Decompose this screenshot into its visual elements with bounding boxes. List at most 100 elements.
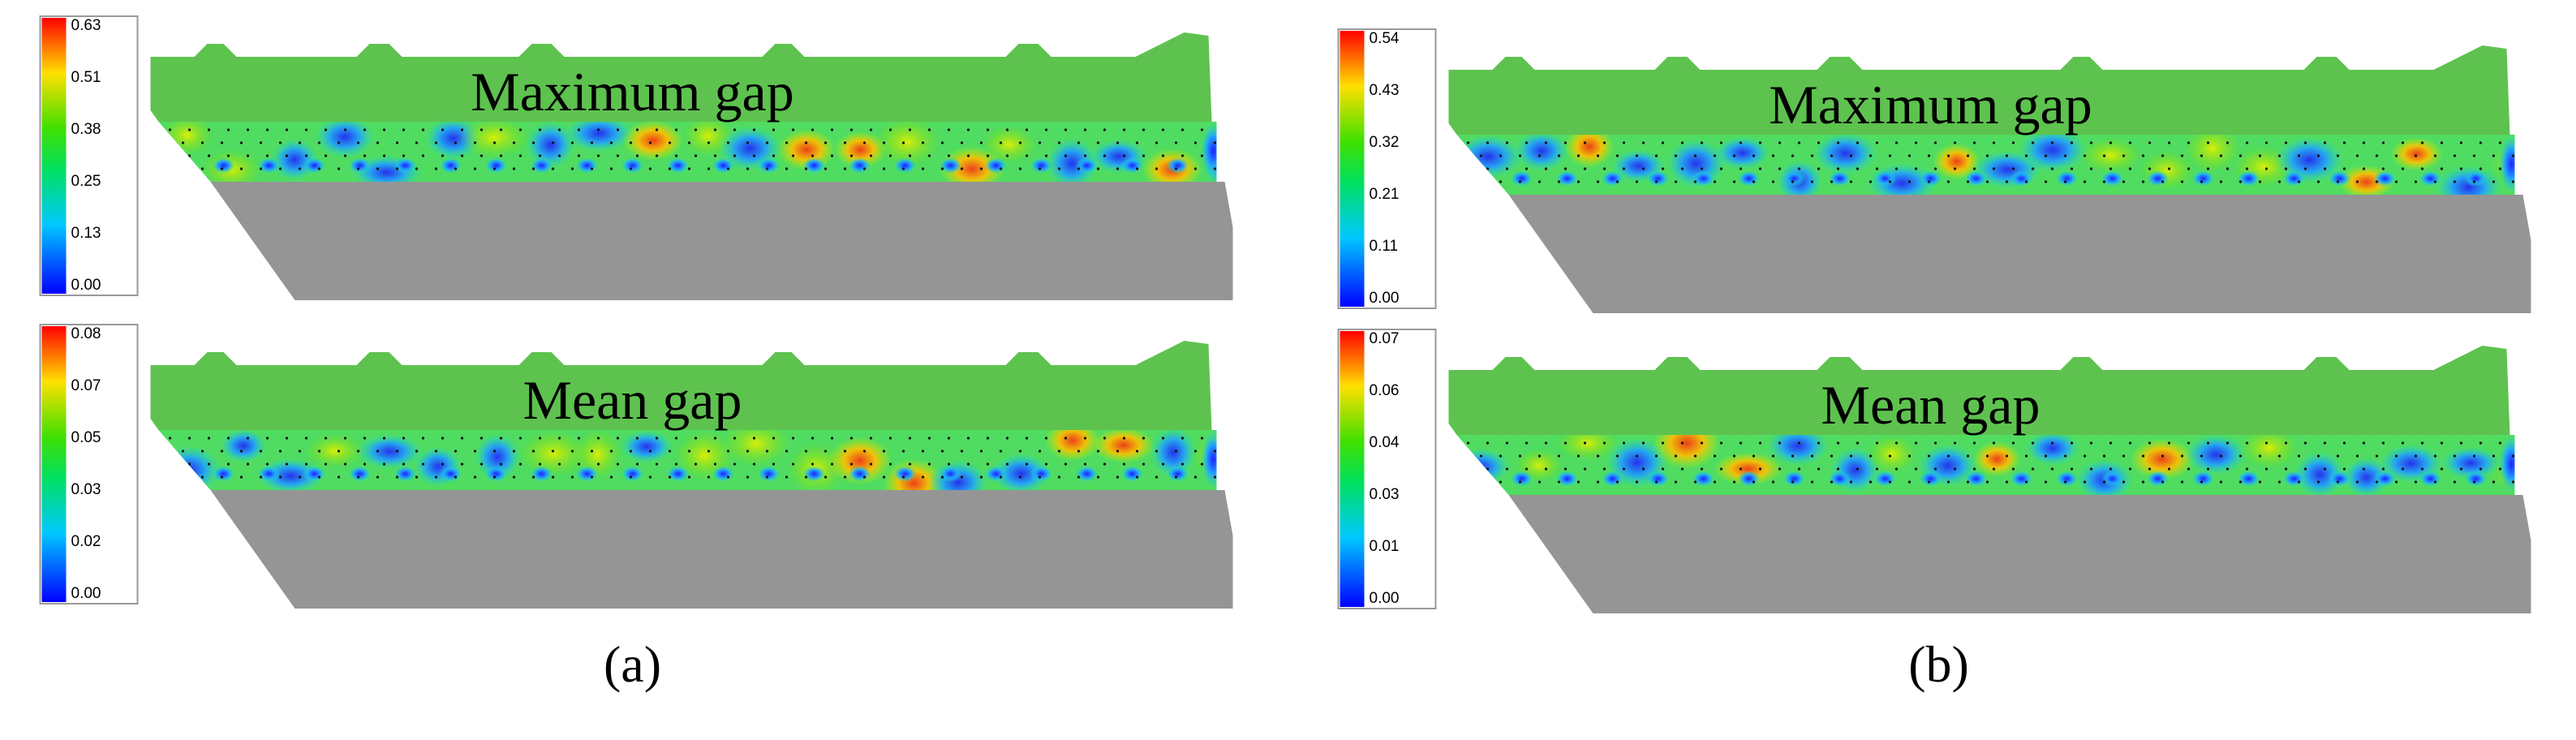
node-dot	[2433, 154, 2437, 157]
contour-blob	[1646, 471, 1670, 487]
contour-blob	[1456, 448, 1511, 485]
node-dot	[577, 462, 581, 466]
node-dot	[2083, 154, 2087, 157]
node-dot	[1525, 141, 1529, 144]
node-dot	[1797, 167, 1801, 170]
node-dot	[1992, 467, 1996, 471]
node-dot	[1914, 441, 1918, 445]
node-dot	[2200, 154, 2204, 157]
node-dot	[590, 141, 594, 144]
node-dot	[499, 128, 503, 131]
contour-blob	[1030, 157, 1053, 174]
node-dot	[674, 154, 678, 157]
node-dot	[2258, 154, 2262, 157]
plot: Maximum gap	[150, 32, 1233, 300]
node-dot	[2414, 480, 2418, 484]
node-dot	[733, 437, 737, 440]
node-dot	[2479, 167, 2483, 170]
node-dot	[2024, 180, 2028, 183]
contour-band	[158, 430, 1217, 490]
node-dot	[454, 475, 458, 479]
node-dot	[1122, 462, 1126, 466]
node-dot	[512, 475, 516, 479]
node-dot	[1525, 167, 1529, 170]
node-dot	[869, 437, 873, 440]
node-dot	[518, 128, 523, 131]
node-dot	[1732, 180, 1736, 183]
node-dot	[2219, 154, 2223, 157]
node-dot	[531, 141, 535, 144]
node-dot	[2394, 480, 2398, 484]
colorbar-tick-label: 0.06	[1370, 382, 1400, 399]
node-dot	[635, 462, 639, 466]
node-dot	[2381, 167, 2385, 170]
node-dot	[454, 141, 458, 144]
body	[210, 182, 1233, 300]
node-dot	[2187, 467, 2191, 471]
contour-blob	[712, 157, 735, 174]
node-dot	[2472, 480, 2476, 484]
node-dot	[2420, 441, 2424, 445]
contour-blob	[1166, 466, 1189, 482]
node-dot	[2219, 480, 2223, 484]
node-dot	[1933, 141, 1937, 144]
contour-blob	[1150, 430, 1197, 479]
node-dot	[2336, 154, 2340, 157]
node-dot	[2414, 454, 2418, 458]
plot-title: Mean gap	[1821, 374, 2040, 436]
node-dot	[1752, 180, 1756, 183]
node-dot	[629, 450, 633, 453]
node-dot	[2440, 441, 2444, 445]
contour-blob	[1653, 435, 1721, 470]
node-dot	[2050, 467, 2054, 471]
node-dot	[278, 167, 282, 170]
node-dot	[843, 450, 847, 453]
node-dot	[2141, 154, 2145, 157]
node-dot	[1596, 154, 1600, 157]
node-dot	[1946, 454, 1950, 458]
node-dot	[2277, 480, 2281, 484]
node-dot	[2031, 467, 2035, 471]
node-dot	[441, 154, 445, 157]
node-dot	[200, 450, 204, 453]
node-dot	[1174, 167, 1178, 170]
node-dot	[473, 450, 477, 453]
node-dot	[2245, 441, 2249, 445]
node-dot	[1953, 141, 1957, 144]
node-dot	[1635, 480, 1639, 484]
contour-blob	[1510, 471, 1533, 487]
node-dot	[557, 128, 561, 131]
node-dot	[1466, 467, 1470, 471]
contour-blob	[220, 430, 267, 463]
node-dot	[726, 167, 730, 170]
node-dot	[181, 141, 185, 144]
node-dot	[986, 462, 990, 466]
node-dot	[2206, 167, 2210, 170]
node-dot	[629, 141, 633, 144]
node-dot	[2336, 180, 2340, 183]
node-dot	[1057, 475, 1061, 479]
node-dot	[278, 141, 282, 144]
contour-blob	[1601, 170, 1624, 187]
node-dot	[2414, 180, 2418, 183]
node-dot	[1615, 454, 1619, 458]
node-dot	[460, 154, 464, 157]
node-dot	[207, 437, 211, 440]
node-dot	[1213, 475, 1217, 479]
node-dot	[1583, 441, 1587, 445]
node-dot	[1142, 128, 1146, 131]
node-dot	[1135, 450, 1139, 453]
contour-blob	[439, 157, 462, 174]
node-dot	[772, 154, 776, 157]
node-dot	[1025, 462, 1029, 466]
node-dot	[1116, 450, 1120, 453]
node-dot	[772, 437, 776, 440]
node-dot	[1856, 141, 1860, 144]
node-dot	[752, 128, 756, 131]
node-dot	[1992, 141, 1996, 144]
node-dot	[1116, 141, 1120, 144]
contour-blob	[834, 131, 887, 169]
node-dot	[2180, 480, 2184, 484]
node-dot	[1525, 467, 1529, 471]
colorbar: 0.08 0.07 0.05 0.03 0.02 0.00	[39, 324, 139, 604]
